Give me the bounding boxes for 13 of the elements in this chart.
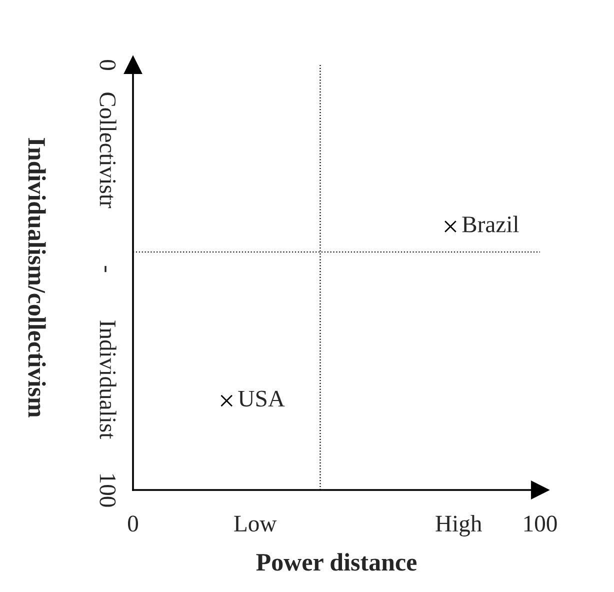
series-label: USA (238, 390, 285, 407)
y-tick-label: Collectivistr (100, 92, 116, 208)
x-tick-label: High (436, 515, 482, 536)
x-tick-label: Low (234, 516, 277, 532)
y-tick-label: - (104, 266, 106, 272)
x-tick-label: 0 (128, 516, 138, 532)
x-tick-label: 100 (524, 516, 557, 532)
x-axis-title: Power distance (256, 553, 417, 571)
y-tick-label: 100 (100, 474, 116, 507)
y-tick-label: Individualist (100, 320, 116, 440)
y-axis-title: Individualism/collectivism (28, 138, 46, 418)
y-tick-label: 0 (100, 60, 116, 70)
series-label: Brazil (462, 216, 519, 232)
